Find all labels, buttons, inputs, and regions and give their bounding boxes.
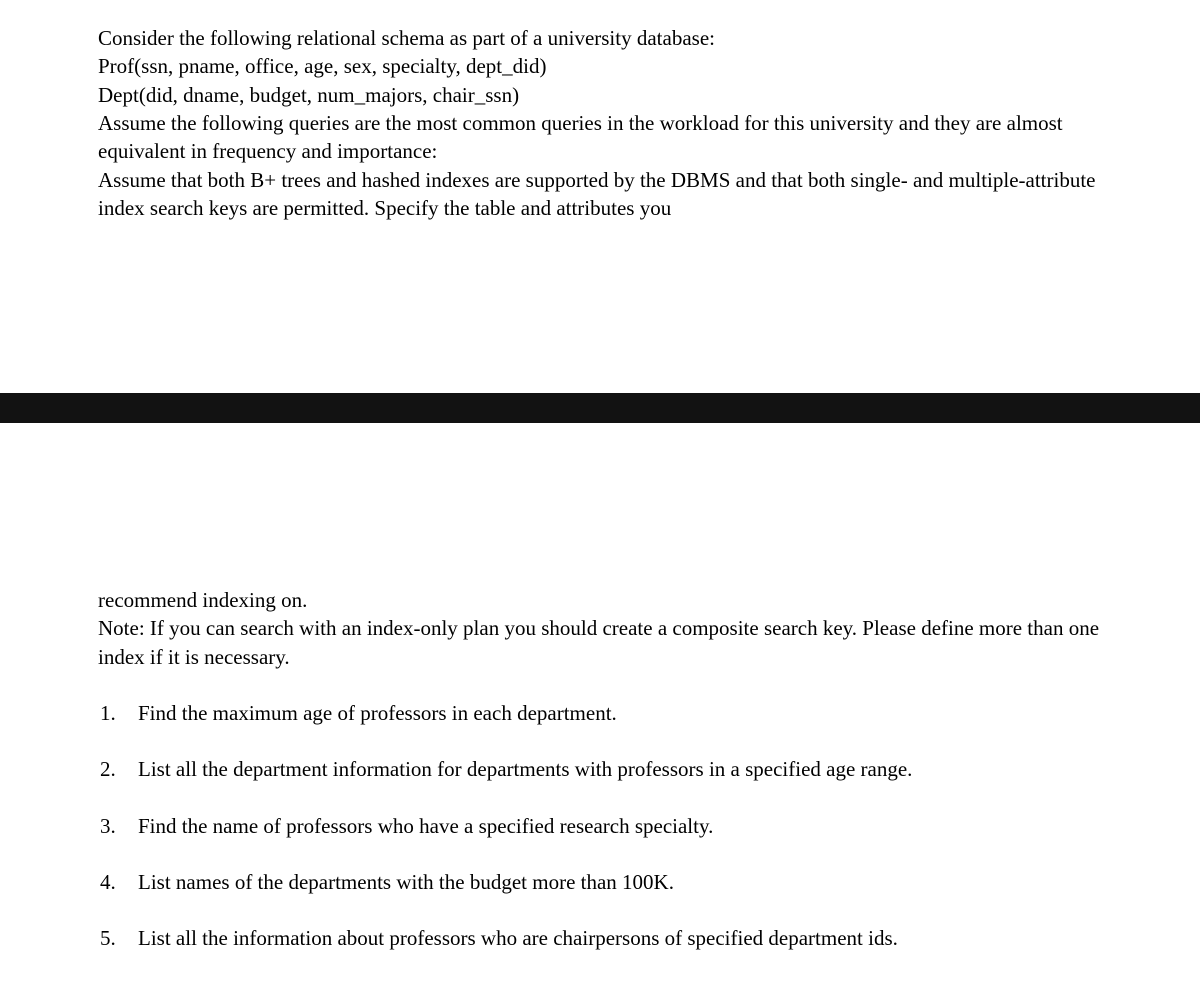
top-content-block: Consider the following relational schema…: [0, 0, 1200, 222]
list-item: 1. Find the maximum age of professors in…: [98, 699, 1102, 727]
list-text: Find the name of professors who have a s…: [138, 812, 1102, 840]
intro-line-1: Consider the following relational schema…: [98, 24, 1102, 52]
list-text: Find the maximum age of professors in ea…: [138, 699, 1102, 727]
note-line: Note: If you can search with an index-on…: [98, 614, 1102, 671]
schema-prof: Prof(ssn, pname, office, age, sex, speci…: [98, 52, 1102, 80]
list-item: 3. Find the name of professors who have …: [98, 812, 1102, 840]
list-number: 1.: [98, 699, 138, 727]
list-text: List all the department information for …: [138, 755, 1102, 783]
recommend-line: recommend indexing on.: [98, 586, 1102, 614]
assumption-indexes: Assume that both B+ trees and hashed ind…: [98, 166, 1102, 223]
divider-bar: [0, 393, 1200, 423]
list-number: 5.: [98, 924, 138, 952]
list-item: 4. List names of the departments with th…: [98, 868, 1102, 896]
query-list: 1. Find the maximum age of professors in…: [98, 699, 1102, 953]
list-item: 2. List all the department information f…: [98, 755, 1102, 783]
list-text: List all the information about professor…: [138, 924, 1102, 952]
list-text: List names of the departments with the b…: [138, 868, 1102, 896]
list-number: 2.: [98, 755, 138, 783]
list-number: 3.: [98, 812, 138, 840]
list-item: 5. List all the information about profes…: [98, 924, 1102, 952]
list-number: 4.: [98, 868, 138, 896]
bottom-content-block: recommend indexing on. Note: If you can …: [0, 586, 1200, 981]
schema-dept: Dept(did, dname, budget, num_majors, cha…: [98, 81, 1102, 109]
assumption-queries: Assume the following queries are the mos…: [98, 109, 1102, 166]
